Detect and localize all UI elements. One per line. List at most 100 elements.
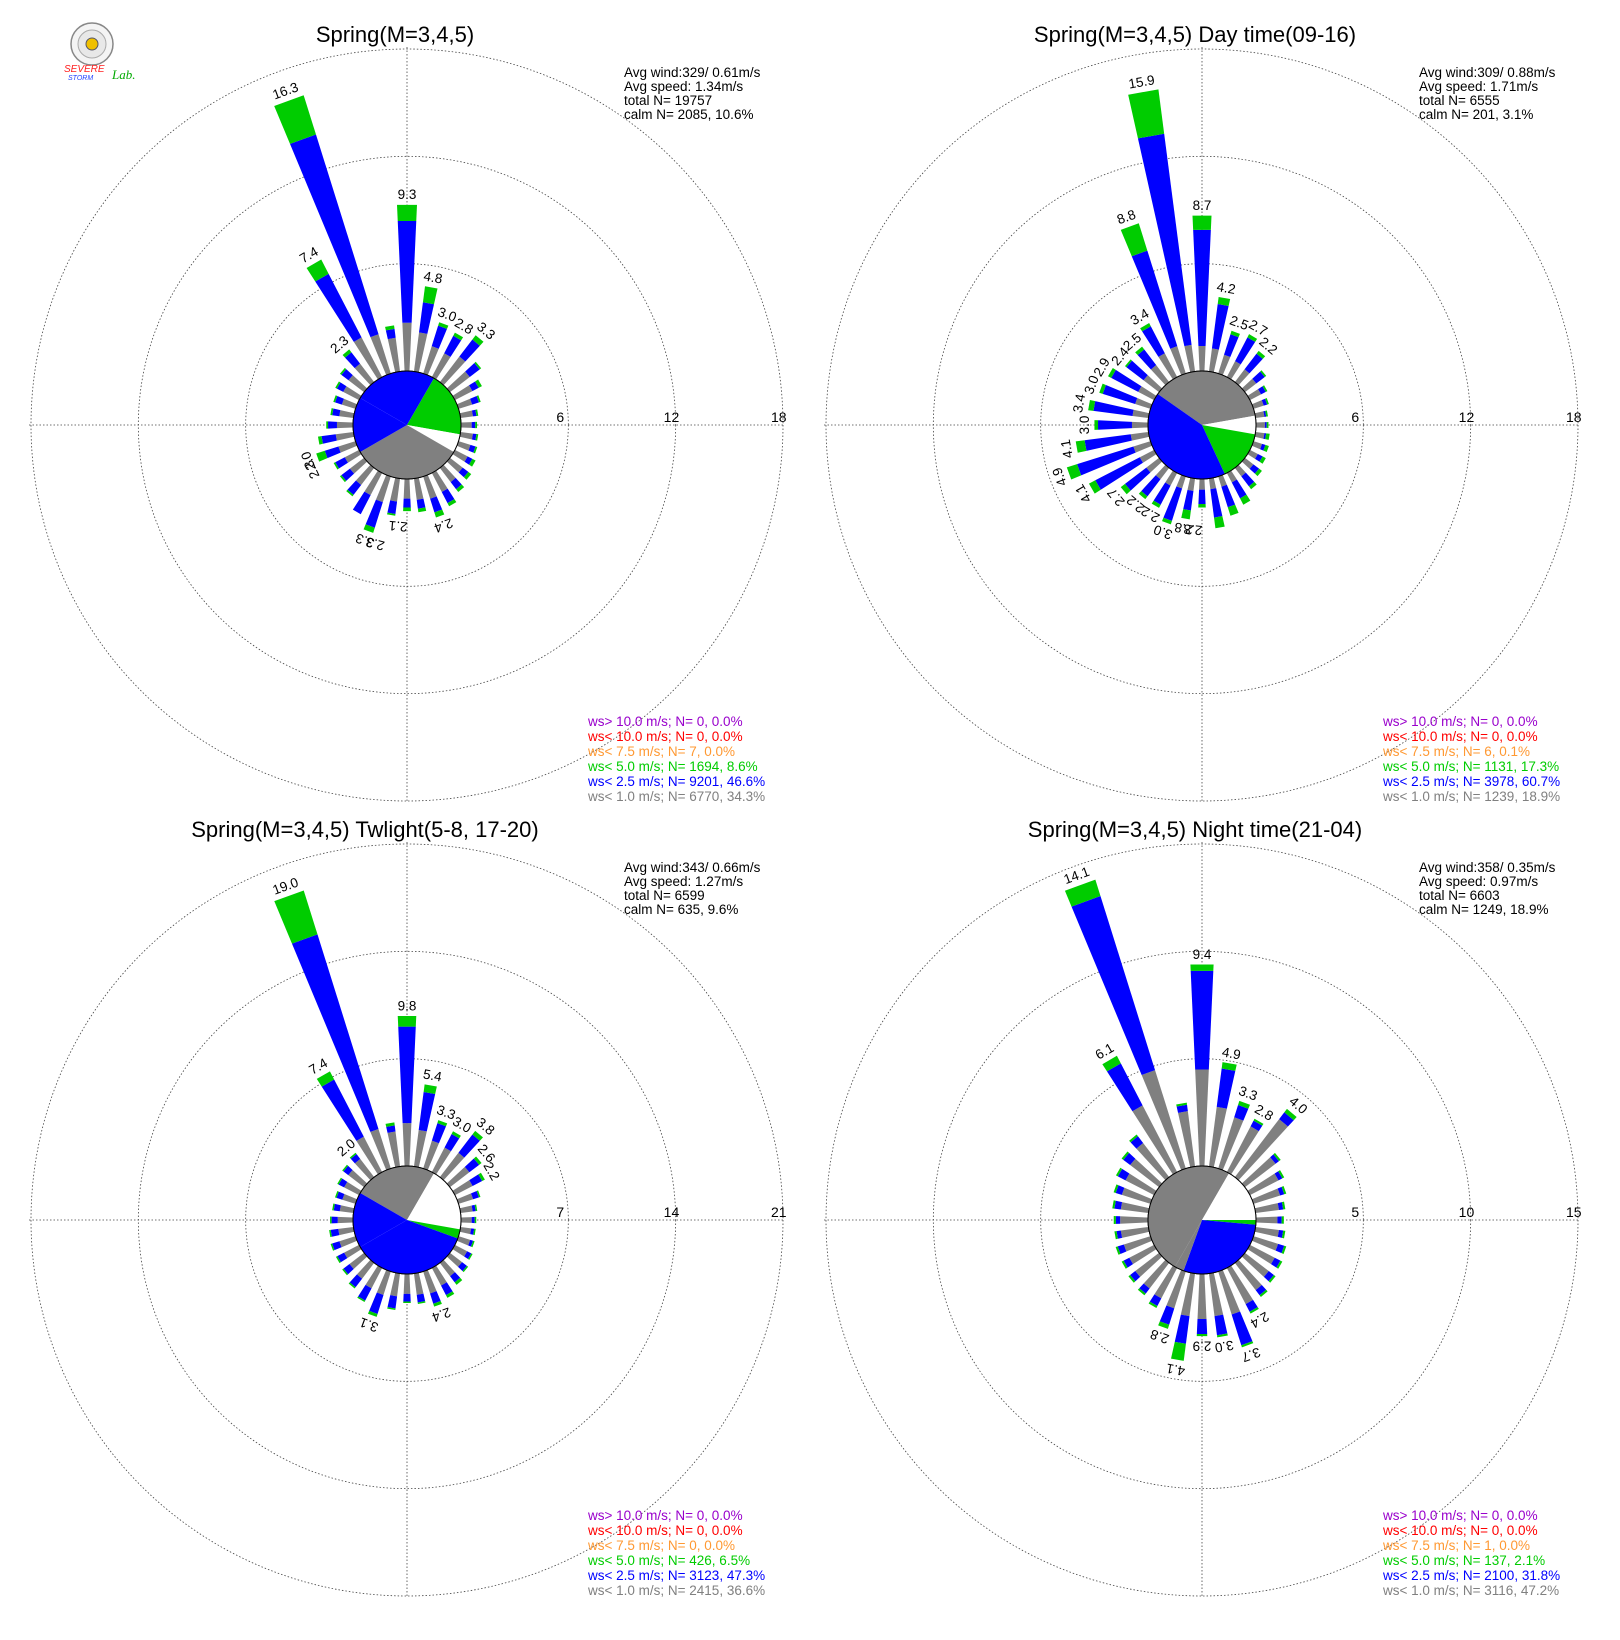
bar-segment-lt1: [353, 337, 383, 380]
bar-segment-lt1: [1247, 1173, 1279, 1196]
bar-segment-lt1: [431, 1147, 451, 1175]
bar-value-label: 8.8: [1115, 207, 1138, 228]
bar-segment-lt1: [1218, 1117, 1244, 1171]
bar-segment-lt2_5: [332, 408, 341, 417]
bar-segment-lt5: [1121, 1260, 1128, 1269]
bar-value-label: 2.8: [1173, 519, 1194, 537]
bar-segment-lt1: [1132, 1105, 1178, 1175]
bar-segment-lt5: [332, 1203, 335, 1211]
pie-slice: [1148, 394, 1225, 480]
bar-segment-lt1: [1234, 464, 1246, 477]
bar-segment-lt1: [1241, 457, 1254, 469]
bar-segment-lt5: [1124, 359, 1132, 368]
bar-segment-lt2_5: [1084, 434, 1132, 451]
bar-segment-lt5: [1216, 1333, 1228, 1338]
bar-segment-lt1: [349, 457, 368, 474]
ring-label: 12: [664, 409, 680, 425]
bar-segment-lt5: [316, 450, 328, 462]
bar-value-label: 2.3: [364, 534, 386, 553]
bar-segment-lt2_5: [1193, 229, 1211, 347]
bar-segment-lt2_5: [1163, 486, 1183, 521]
stat-avg-wind: Avg wind:358/ 0.35m/s: [1419, 860, 1556, 875]
stat-total: total N= 6555: [1419, 93, 1500, 108]
bar-segment-lt2_5: [1111, 369, 1142, 392]
bar-segment-lt5: [335, 1256, 341, 1264]
bar-segment-lt1: [1241, 1157, 1276, 1188]
bar-segment-lt5: [1176, 1102, 1188, 1107]
bar-segment-lt2_5: [1277, 1186, 1285, 1196]
bar-segment-lt2_5: [1221, 484, 1236, 508]
bar-segment-lt2_5: [324, 446, 341, 459]
ring-label: 6: [556, 409, 564, 425]
bar-segment-lt2_5: [471, 1204, 476, 1212]
bar-segment-lt1: [1130, 431, 1150, 441]
bar-segment-lt2_5: [386, 1125, 396, 1133]
severe-storm-lab-logo: SEVERE STORM Lab.: [64, 22, 135, 82]
bar-segment-lt2_5: [1231, 1311, 1253, 1346]
bar-segment-lt5: [475, 434, 479, 441]
bar-segment-lt1: [423, 474, 437, 499]
bar-segment-lt2_5: [343, 1263, 354, 1275]
bar-segment-lt1: [1180, 1272, 1196, 1317]
bar-segment-lt1: [423, 1269, 437, 1294]
bar-segment-lt5: [348, 1282, 356, 1289]
legend-entry: ws> 10.0 m/s; N= 0, 0.0%: [1382, 714, 1538, 729]
bar-segment-lt1: [1158, 353, 1178, 380]
bar-segment-lt1: [370, 1128, 391, 1171]
bar-segment-lt5: [1259, 1289, 1268, 1298]
bar-segment-lt5: [1265, 410, 1268, 417]
bar-segment-lt1: [1197, 1273, 1207, 1319]
bar-segment-lt5: [1256, 350, 1266, 359]
bar-segment-lt2_5: [469, 381, 479, 392]
calm-pie: [1147, 1165, 1257, 1275]
bar-value-label: 4.9: [1049, 465, 1070, 488]
bar-segment-lt2_5: [1124, 467, 1151, 491]
bar-segment-lt1: [1120, 1216, 1149, 1224]
legend-entry: ws< 10.0 m/s; N= 0, 0.0%: [1382, 729, 1538, 744]
bar-segment-lt2_5: [1149, 1294, 1162, 1307]
bar-segment-lt1: [335, 431, 355, 441]
bar-segment-lt2_5: [1231, 479, 1247, 499]
bar-segment-lt1: [460, 422, 472, 428]
bar-segment-lt1: [1131, 421, 1149, 429]
bar-segment-lt1: [1136, 1142, 1170, 1181]
bar-segment-lt1: [1143, 375, 1163, 393]
bar-segment-lt1: [1132, 409, 1150, 419]
bar-segment-lt5: [326, 421, 329, 429]
bar-segment-lt5: [473, 1156, 482, 1165]
bar-segment-lt5: [475, 409, 479, 416]
bar-value-label: 4.8: [422, 268, 443, 286]
bar-segment-lt1: [354, 1158, 375, 1181]
ring-label: 15: [1566, 1204, 1582, 1220]
bar-segment-lt1: [365, 1265, 383, 1289]
bar-segment-lt1: [1254, 411, 1265, 419]
bar-segment-lt1: [459, 410, 473, 419]
pie-slice: [1183, 1220, 1256, 1275]
bar-segment-lt5: [1221, 1062, 1237, 1071]
bar-segment-lt1: [1255, 1216, 1278, 1224]
legend-entry: ws< 7.5 m/s; N= 1, 0.0%: [1382, 1538, 1530, 1553]
bar-value-label: 3.3: [354, 530, 377, 551]
bar-segment-lt5: [385, 1122, 395, 1127]
bar-segment-lt1: [1251, 1188, 1281, 1204]
bar-segment-lt2_5: [1235, 337, 1256, 365]
bar-segment-lt5: [1278, 1170, 1285, 1179]
bar-segment-lt5: [1129, 1134, 1138, 1143]
bar-segment-lt2_5: [1260, 443, 1266, 451]
bar-segment-lt1: [1247, 1244, 1275, 1265]
bar-segment-lt1: [456, 1236, 471, 1246]
bar-segment-lt1: [446, 457, 463, 473]
bar-segment-lt2_5: [291, 934, 379, 1132]
legend-entry: ws< 2.5 m/s; N= 9201, 46.6%: [587, 774, 765, 789]
bar-value-label: 4.1: [1058, 438, 1076, 459]
bar-segment-lt5: [1158, 1321, 1170, 1329]
bar-segment-lt2_5: [1270, 1154, 1280, 1164]
bar-segment-lt5: [478, 1172, 485, 1182]
bar-segment-lt2_5: [468, 444, 476, 453]
bar-segment-lt5: [1135, 346, 1145, 355]
bar-segment-lt2_5: [471, 1190, 480, 1200]
bar-segment-lt1: [1129, 1244, 1157, 1265]
bar-segment-lt2_5: [418, 1091, 436, 1132]
bar-segment-lt5: [456, 484, 465, 493]
